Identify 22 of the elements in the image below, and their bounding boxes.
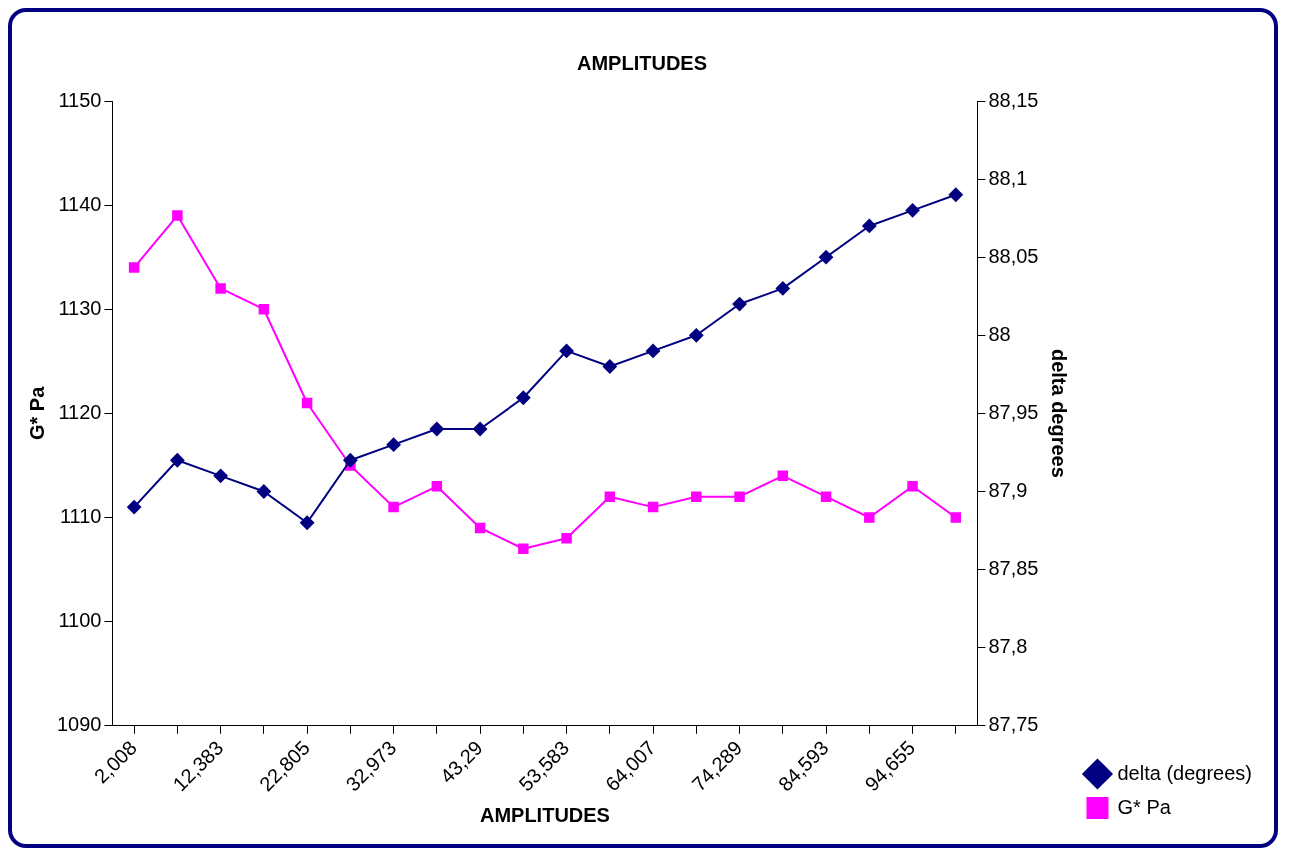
x-axis-title: AMPLITUDES xyxy=(479,803,610,826)
legend-label: G* Pa xyxy=(1117,795,1172,818)
y2-tick-label: 88 xyxy=(988,322,1011,345)
chart-title: AMPLITUDES xyxy=(577,51,707,74)
y2-tick-label: 87,8 xyxy=(988,635,1028,658)
y2-tick-label: 88,05 xyxy=(988,244,1039,267)
y-tick-label: 1090 xyxy=(56,713,102,736)
y-axis-title: G* Pa xyxy=(25,385,48,441)
y-tick-label: 1130 xyxy=(58,296,102,319)
y-tick-label: 1100 xyxy=(58,609,102,632)
y-tick-label: 1150 xyxy=(58,88,102,111)
y2-axis-title: delta degrees xyxy=(1047,348,1070,478)
legend-label: delta (degrees) xyxy=(1117,761,1253,784)
y2-tick-label: 87,85 xyxy=(988,557,1039,580)
y2-tick-label: 87,95 xyxy=(988,400,1039,423)
y2-tick-label: 87,9 xyxy=(988,479,1028,501)
y-tick-label: 1120 xyxy=(58,400,102,423)
y2-tick-label: 88,1 xyxy=(988,166,1028,189)
y2-tick-label: 88,15 xyxy=(988,88,1039,111)
y-tick-label: 1110 xyxy=(59,505,102,528)
y2-tick-label: 87,75 xyxy=(988,713,1039,736)
y-tick-label: 1140 xyxy=(58,192,102,215)
